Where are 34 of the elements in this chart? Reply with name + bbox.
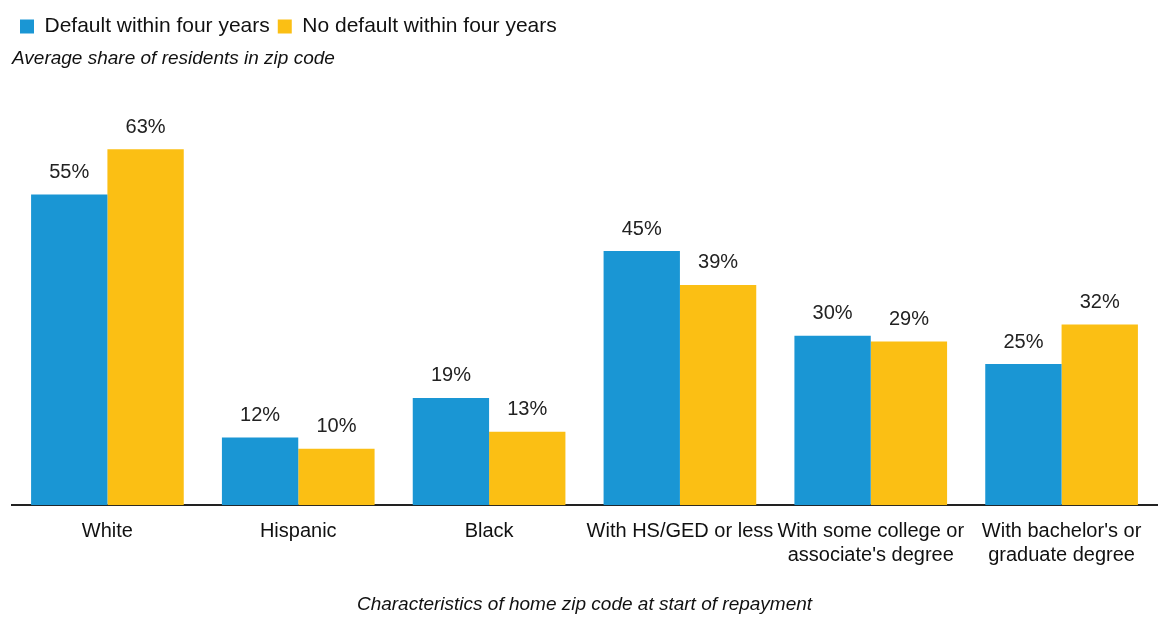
bar bbox=[1061, 324, 1138, 506]
x-tick-label: With HS/GED or less bbox=[586, 518, 774, 541]
x-tick-label: Hispanic bbox=[259, 518, 337, 541]
data-label: 55% bbox=[49, 160, 90, 183]
x-axis-title: Characteristics of home zip code at start of repayment bbox=[356, 592, 813, 614]
bar bbox=[794, 335, 871, 506]
x-tick-label: Black bbox=[464, 518, 515, 541]
bar bbox=[31, 194, 108, 506]
data-label: 30% bbox=[812, 301, 853, 324]
bar bbox=[298, 448, 375, 506]
x-tick-label: White bbox=[81, 518, 133, 541]
bar bbox=[489, 431, 566, 506]
data-label: 29% bbox=[888, 306, 930, 329]
data-label: 12% bbox=[240, 402, 281, 425]
bar bbox=[412, 397, 490, 506]
data-label: 63% bbox=[125, 114, 166, 137]
bar bbox=[221, 437, 299, 506]
data-label: 39% bbox=[698, 250, 739, 273]
legend-label: Default within four years bbox=[44, 13, 270, 37]
bar bbox=[985, 363, 1062, 506]
x-tick-label: With bachelor's or graduate degree bbox=[981, 518, 1142, 565]
data-label: 10% bbox=[316, 414, 357, 437]
bar bbox=[870, 341, 948, 506]
bar bbox=[107, 149, 184, 506]
y-axis-title: Average share of residents in zip code bbox=[11, 46, 335, 68]
x-tick-label: With some college or associate's degree bbox=[777, 518, 965, 565]
bar bbox=[679, 284, 757, 506]
legend-label: No default within four years bbox=[302, 13, 557, 37]
data-label: 13% bbox=[507, 397, 548, 420]
data-label: 19% bbox=[430, 363, 472, 386]
data-label: 32% bbox=[1079, 289, 1120, 312]
data-label: 45% bbox=[621, 216, 662, 239]
bar bbox=[603, 251, 680, 506]
data-label: 25% bbox=[1003, 329, 1044, 352]
